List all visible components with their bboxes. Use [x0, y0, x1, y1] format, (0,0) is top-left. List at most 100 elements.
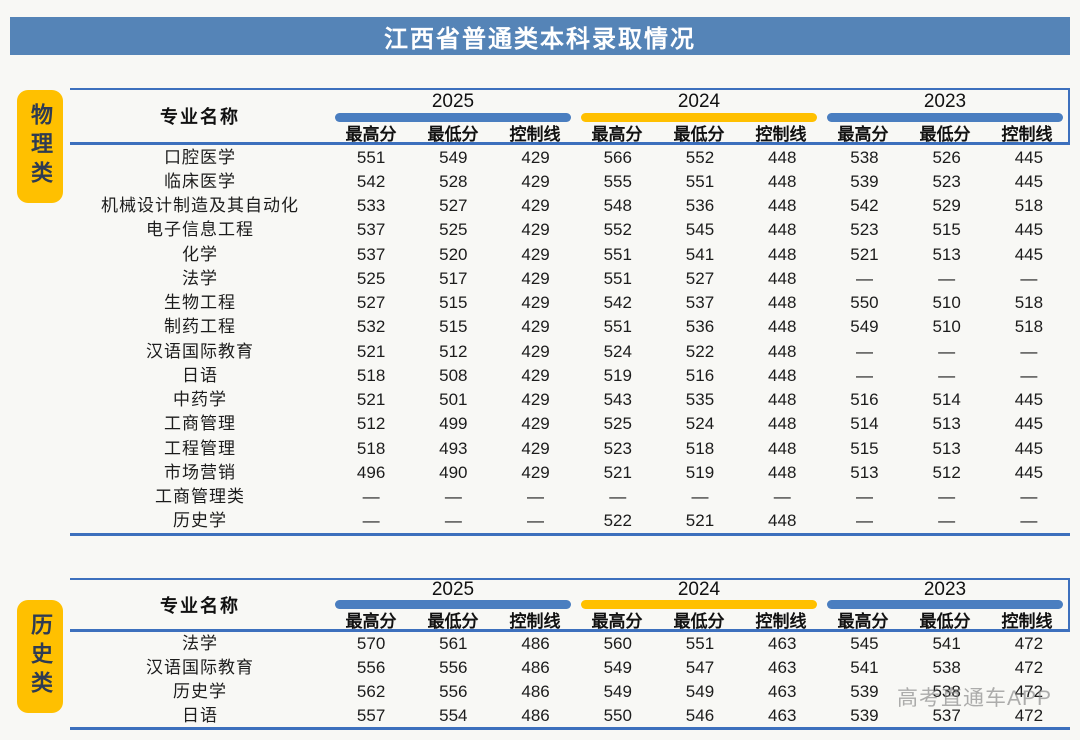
score-value: 463 — [768, 658, 797, 678]
col-header-max-score: 最高分 — [837, 611, 889, 631]
score-value: 528 — [439, 171, 468, 191]
score-value: 551 — [356, 147, 386, 167]
score-value: 513 — [850, 462, 879, 482]
major-name: 临床医学 — [164, 171, 236, 191]
score-value: 429 — [521, 462, 550, 482]
score-value: — — [362, 487, 380, 507]
score-value: — — [938, 487, 956, 507]
score-value: — — [938, 511, 956, 531]
score-value: — — [527, 487, 545, 507]
major-name: 生物工程 — [164, 293, 236, 313]
col-header-max-score: 最高分 — [591, 611, 643, 631]
score-value: — — [444, 487, 462, 507]
score-value: 445 — [1014, 171, 1044, 191]
score-value: 547 — [685, 658, 715, 678]
major-name: 工程管理 — [164, 438, 236, 458]
score-value: 555 — [603, 171, 632, 191]
score-value: 538 — [932, 658, 961, 678]
score-value: — — [938, 341, 956, 361]
major-name: 制药工程 — [164, 317, 236, 337]
score-value: 445 — [1014, 390, 1044, 410]
score-value: — — [1020, 487, 1038, 507]
score-value: — — [855, 511, 873, 531]
score-value: 472 — [1014, 658, 1044, 678]
score-value: 542 — [356, 171, 386, 191]
score-value: — — [855, 341, 873, 361]
year-bar-2024 — [581, 112, 817, 122]
score-value: 543 — [603, 390, 632, 410]
major-name: 化学 — [182, 244, 218, 264]
score-value: 541 — [685, 244, 715, 264]
score-value: 448 — [768, 196, 797, 216]
score-value: — — [938, 268, 956, 288]
score-value: 518 — [1014, 293, 1044, 313]
score-value: — — [855, 268, 873, 288]
score-value: 490 — [439, 462, 468, 482]
score-value: 561 — [439, 634, 468, 654]
year-header-2025: 2025 — [431, 91, 475, 112]
score-value: 501 — [439, 390, 468, 410]
score-value: 445 — [1014, 462, 1044, 482]
score-value: 429 — [521, 171, 550, 191]
score-value: 536 — [685, 196, 715, 216]
year-header-2023: 2023 — [923, 91, 967, 112]
score-value: 549 — [603, 658, 632, 678]
score-value: — — [444, 511, 462, 531]
score-value: — — [609, 487, 627, 507]
score-value: 549 — [439, 147, 468, 167]
score-value: 549 — [603, 681, 632, 701]
score-value: 552 — [603, 220, 632, 240]
score-value: 522 — [603, 511, 632, 531]
score-value: 448 — [768, 244, 797, 264]
score-value: 514 — [850, 414, 879, 434]
score-value: 518 — [356, 438, 386, 458]
score-value: 429 — [521, 365, 550, 385]
col-header-min-score: 最低分 — [919, 611, 971, 631]
score-value: 445 — [1014, 147, 1044, 167]
table-row: 化学 537 520 429 551 541 448 521 513 445 — [70, 242, 1070, 266]
physics-score-table: 专业名称 2025 2024 2023 最高分 最低分 控制线 最高分 最低分 … — [70, 88, 1070, 536]
score-value: 538 — [932, 681, 961, 701]
score-value: 429 — [521, 438, 550, 458]
major-name: 历史学 — [173, 511, 227, 531]
category-badge-history: 历史类 — [17, 600, 63, 713]
table-row: 制药工程 532 515 429 551 536 448 549 510 518 — [70, 315, 1070, 339]
table-row: 历史学 562 556 486 549 549 463 539 538 472 — [70, 680, 1070, 704]
score-value: 429 — [521, 244, 550, 264]
score-value: 429 — [521, 196, 550, 216]
score-value: 521 — [356, 390, 386, 410]
score-value: 486 — [521, 705, 550, 725]
score-value: 521 — [603, 462, 632, 482]
score-value: 541 — [932, 634, 961, 654]
score-value: 448 — [768, 147, 797, 167]
col-header-major: 专业名称 — [160, 595, 240, 616]
col-header-min-score: 最低分 — [427, 124, 479, 144]
table-row: 机械设计制造及其自动化 533 527 429 548 536 448 542 529 518 — [70, 194, 1070, 218]
score-value: 520 — [439, 244, 468, 264]
score-value: 527 — [685, 268, 715, 288]
col-header-control-line: 控制线 — [509, 611, 561, 631]
score-value: 523 — [850, 220, 879, 240]
score-value: 566 — [603, 147, 632, 167]
score-value: 515 — [932, 220, 961, 240]
history-score-table: 专业名称 2025 2024 2023 最高分 最低分 控制线 最高分 最低分 … — [70, 578, 1070, 731]
score-value: 542 — [850, 196, 879, 216]
year-header-2023: 2023 — [923, 579, 967, 600]
table-row: 工商管理 512 499 429 525 524 448 514 513 445 — [70, 412, 1070, 436]
score-value: 517 — [439, 268, 468, 288]
col-header-max-score: 最高分 — [837, 124, 889, 144]
col-header-max-score: 最高分 — [345, 611, 397, 631]
major-name: 日语 — [182, 365, 218, 385]
score-value: 551 — [685, 171, 715, 191]
major-name: 中药学 — [173, 390, 227, 410]
score-value: 499 — [439, 414, 468, 434]
score-value: 537 — [932, 705, 961, 725]
score-value: 510 — [932, 293, 961, 313]
score-value: 524 — [603, 341, 632, 361]
score-value: 551 — [603, 244, 632, 264]
score-value: 472 — [1014, 634, 1044, 654]
score-value: 539 — [850, 705, 879, 725]
score-value: 513 — [932, 244, 961, 264]
major-name: 口腔医学 — [164, 147, 236, 167]
score-value: 448 — [768, 462, 797, 482]
